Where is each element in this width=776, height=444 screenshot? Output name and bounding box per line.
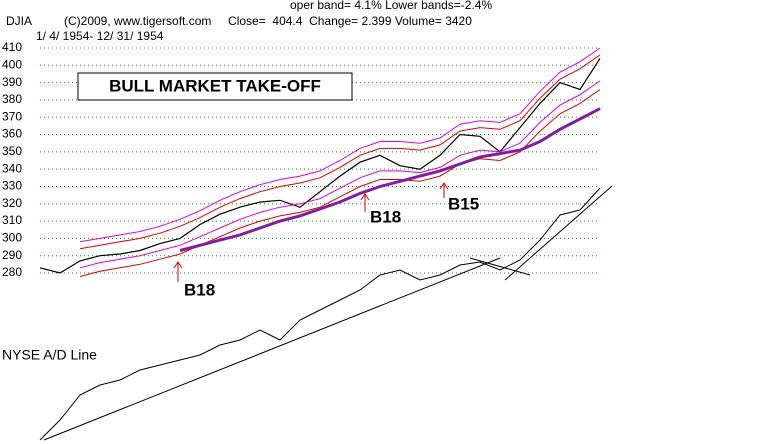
y-tick-label: 330 <box>2 179 22 193</box>
series-line <box>179 107 601 252</box>
series-line <box>79 80 601 269</box>
date-range: 1/ 4/ 1954- 12/ 31/ 1954 <box>36 29 164 43</box>
annotation-box <box>77 72 353 101</box>
trend-line <box>469 257 531 276</box>
y-tick-label: 400 <box>2 57 22 71</box>
y-tick-label: 320 <box>2 196 22 210</box>
arrow-head <box>439 182 449 190</box>
annotation: BULL MARKET TAKE-OFF <box>109 76 321 95</box>
trend-line <box>504 185 613 281</box>
series-line <box>79 89 601 277</box>
bands-note: oper band= 4.1% Lower bands=-2.4% <box>290 0 492 12</box>
y-tick-label: 370 <box>2 109 22 123</box>
arrow-head <box>173 261 183 269</box>
ad-line <box>39 187 601 441</box>
y-tick-label: 410 <box>2 40 22 54</box>
y-tick-label: 280 <box>2 265 22 279</box>
y-tick-label: 290 <box>2 248 22 262</box>
y-tick-label: 310 <box>2 213 22 227</box>
trend-line <box>43 257 501 441</box>
y-tick-label: 300 <box>2 231 22 245</box>
series-line <box>79 54 601 250</box>
y-tick-label: 390 <box>2 75 22 89</box>
y-tick-label: 360 <box>2 127 22 141</box>
arrow-head <box>360 193 370 201</box>
annotation: B18 <box>370 207 401 226</box>
series-line <box>39 58 601 274</box>
annotation: B15 <box>448 194 479 213</box>
series-line <box>79 47 601 243</box>
y-tick-label: 350 <box>2 144 22 158</box>
annotation: B18 <box>184 280 215 299</box>
y-tick-label: 380 <box>2 92 22 106</box>
chart-subtitle: (C)2009, www.tigersoft.com Close= 404.4 … <box>64 14 472 28</box>
chart-title: DJIA <box>6 14 32 28</box>
y-tick-label: 340 <box>2 161 22 175</box>
ad-line-label: NYSE A/D Line <box>2 347 97 363</box>
